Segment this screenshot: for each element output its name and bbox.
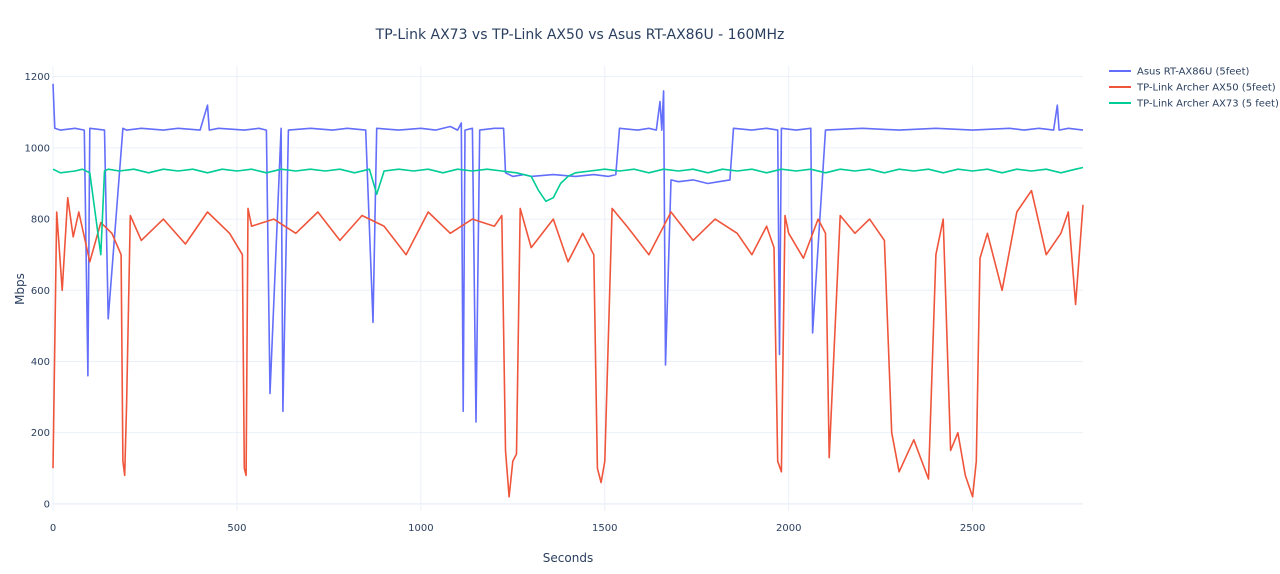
legend-entry-label[interactable]: TP-Link Archer AX73 (5 feet)	[1136, 99, 1279, 110]
y-tick-label: 1200	[25, 72, 50, 83]
y-tick-label: 200	[31, 428, 50, 439]
x-tick-label: 0	[50, 523, 56, 534]
series-line-3	[52, 166, 1084, 256]
x-tick-label: 2500	[960, 523, 985, 534]
x-tick-label: 1000	[408, 523, 433, 534]
legend-entry-label[interactable]: TP-Link Archer AX50 (5feet)	[1136, 83, 1276, 94]
y-tick-label: 1000	[25, 143, 50, 154]
series-group	[52, 83, 1084, 498]
y-tick-label: 400	[31, 357, 50, 368]
y-tick-label: 600	[31, 286, 50, 297]
x-axis-title: Seconds	[543, 551, 593, 565]
x-tick-labels: 0 500 1000 1500 2000 2500	[50, 523, 986, 534]
y-tick-label: 800	[31, 215, 50, 226]
chart-title: TP-Link AX73 vs TP-Link AX50 vs Asus RT-…	[375, 27, 785, 43]
y-axis-title: Mbps	[13, 273, 27, 305]
y-tick-labels: 0 200 400 600 800 1000 1200	[25, 72, 50, 510]
y-tick-label: 0	[44, 499, 50, 510]
grid	[52, 66, 1083, 511]
x-tick-label: 2000	[776, 523, 801, 534]
series-line-2	[52, 189, 1084, 498]
x-tick-label: 500	[227, 523, 246, 534]
x-tick-label: 1500	[592, 523, 617, 534]
series-line-1	[52, 83, 1084, 423]
legend[interactable]: Asus RT-AX86U (5feet) TP-Link Archer AX50…	[1109, 67, 1279, 110]
legend-entry-label[interactable]: Asus RT-AX86U (5feet)	[1137, 67, 1250, 78]
